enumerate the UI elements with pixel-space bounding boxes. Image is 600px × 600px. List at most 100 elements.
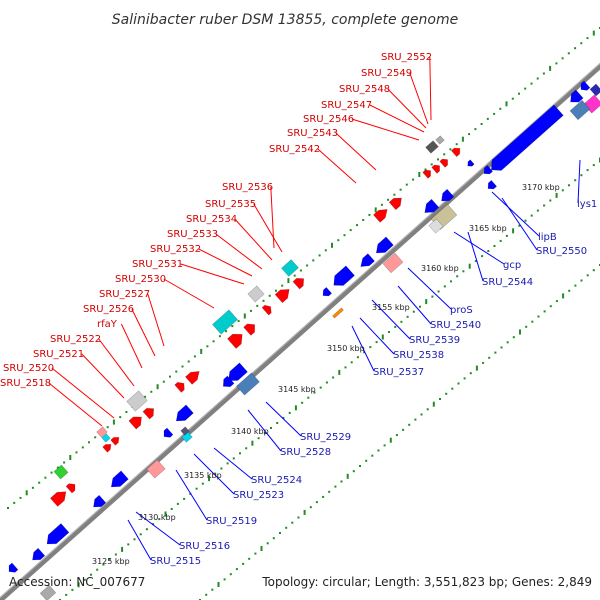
forward-gene-label[interactable]: SRU_2533 (167, 229, 218, 240)
gc-dot (425, 299, 428, 305)
gc-dot (77, 582, 80, 588)
reverse-gene-label[interactable]: SRU_2529 (300, 432, 351, 443)
gene-labels: SRU_2518 SRU_2520 SRU_2521 SRU_2522 rfaY SRU_… (0, 52, 597, 567)
forward-gene-label[interactable]: SRU_2542 (269, 144, 320, 155)
gc-dot (443, 153, 446, 156)
gc-dot (212, 340, 215, 343)
reverse-gene-label[interactable]: gcp (503, 260, 521, 271)
gc-dot (169, 375, 171, 378)
reverse-gene-dark (180, 426, 190, 436)
reverse-gene-label[interactable]: SRU_2519 (206, 516, 257, 527)
forward-gene-label[interactable]: SRU_2546 (303, 114, 354, 125)
gc-dot (139, 533, 142, 536)
gc-dot (531, 320, 534, 323)
gc-dot (592, 30, 595, 36)
reverse-gene (487, 179, 498, 190)
gc-dot (592, 269, 595, 272)
forward-gene-label[interactable]: SRU_2526 (83, 304, 134, 315)
leader-line (198, 248, 253, 277)
forward-gene-label[interactable]: SRU_2536 (222, 182, 273, 193)
gc-dot (158, 518, 161, 521)
forward-gene-label[interactable]: SRU_2520 (3, 363, 54, 374)
gc-dot (449, 148, 452, 151)
reverse-gene-pink (146, 459, 166, 479)
gc-dot (211, 588, 214, 591)
forward-gene-label[interactable]: rfaY (97, 319, 118, 330)
gc-dot (525, 325, 528, 328)
reverse-gene-label[interactable]: SRU_2528 (280, 447, 331, 458)
gc-dot (256, 304, 259, 307)
reverse-gene-label[interactable]: proS (450, 305, 473, 316)
reverse-gene-label[interactable]: SRU_2516 (179, 541, 230, 552)
gc-dot (337, 239, 340, 242)
forward-gene (174, 381, 185, 393)
gc-dot (349, 229, 352, 232)
gc-dot (281, 284, 284, 287)
forward-gene (422, 169, 431, 179)
forward-gene-label[interactable]: SRU_2531 (132, 259, 183, 270)
gc-dot (71, 588, 74, 591)
forward-gene (128, 416, 142, 430)
gc-dot (262, 299, 265, 302)
forward-gene-label[interactable]: SRU_2527 (99, 289, 150, 300)
gc-dot (451, 387, 454, 390)
leader-line (351, 325, 375, 372)
reverse-gene-label[interactable]: SRU_2537 (373, 367, 424, 378)
forward-gene (110, 437, 120, 446)
tick-label: 3165 kbp (469, 224, 507, 233)
reverse-gene-label[interactable]: SRU_2544 (482, 277, 533, 288)
gc-dot (408, 423, 411, 426)
tick-label: 3130 kbp (138, 513, 176, 522)
gc-dot (426, 408, 429, 411)
reverse-gene-label[interactable]: SRU_2540 (430, 320, 481, 331)
gc-dot (206, 345, 209, 348)
gc-dot (405, 183, 408, 186)
gc-dot (162, 380, 165, 383)
gc-dot (469, 372, 472, 375)
reverse-gene-label[interactable]: SRU_2550 (536, 246, 587, 257)
gc-dot (119, 416, 122, 419)
reverse-gene-label[interactable]: lipB (538, 232, 557, 243)
gc-dot (555, 300, 558, 303)
gc-dot (586, 169, 589, 172)
forward-gene-cyan (281, 259, 299, 277)
reverse-gene (32, 547, 46, 561)
gc-dot (294, 405, 297, 411)
reverse-gene-pink (382, 252, 404, 274)
reverse-gene-label[interactable]: SRU_2515 (150, 556, 201, 567)
reverse-gene-label[interactable]: SRU_2523 (233, 490, 284, 501)
forward-gene-label[interactable]: SRU_2549 (361, 68, 412, 79)
forward-gene-label[interactable]: SRU_2543 (287, 128, 338, 139)
forward-gene-label[interactable]: SRU_2522 (50, 334, 101, 345)
leader-line (387, 88, 427, 129)
gc-dot (456, 275, 459, 278)
forward-gene-label[interactable]: SRU_2521 (33, 349, 84, 360)
gc-dot (112, 419, 115, 425)
forward-gene-label[interactable]: SRU_2548 (339, 84, 390, 95)
leader-line (359, 317, 395, 355)
forward-gene-label[interactable]: SRU_2535 (205, 199, 256, 210)
reverse-gene-label[interactable]: SRU_2524 (251, 475, 302, 486)
reverse-gene-label[interactable]: SRU_2539 (409, 335, 460, 346)
gc-dot (332, 376, 335, 379)
reverse-gene (163, 427, 174, 438)
gc-dot (217, 582, 220, 587)
forward-gene-label[interactable]: SRU_2547 (321, 100, 372, 111)
forward-gene-label[interactable]: SRU_2534 (186, 214, 237, 225)
forward-gene-cyan (212, 309, 238, 335)
gc-dot (482, 361, 485, 364)
gc-dot (275, 289, 277, 292)
gc-dot (299, 269, 302, 272)
forward-gene (49, 491, 67, 507)
gc-dot (499, 239, 502, 242)
gc-dot (44, 476, 47, 479)
gc-dot (437, 158, 439, 161)
forward-gene-label[interactable]: SRU_2518 (0, 378, 51, 389)
reverse-gene (228, 362, 248, 381)
forward-gene-label[interactable]: SRU_2552 (381, 52, 432, 63)
gc-dot (279, 532, 281, 534)
reverse-gene-label[interactable]: lys1 (577, 199, 597, 210)
forward-gene-label[interactable]: SRU_2530 (115, 274, 166, 285)
forward-gene-label[interactable]: SRU_2532 (150, 244, 201, 255)
reverse-gene-label[interactable]: SRU_2538 (393, 350, 444, 361)
